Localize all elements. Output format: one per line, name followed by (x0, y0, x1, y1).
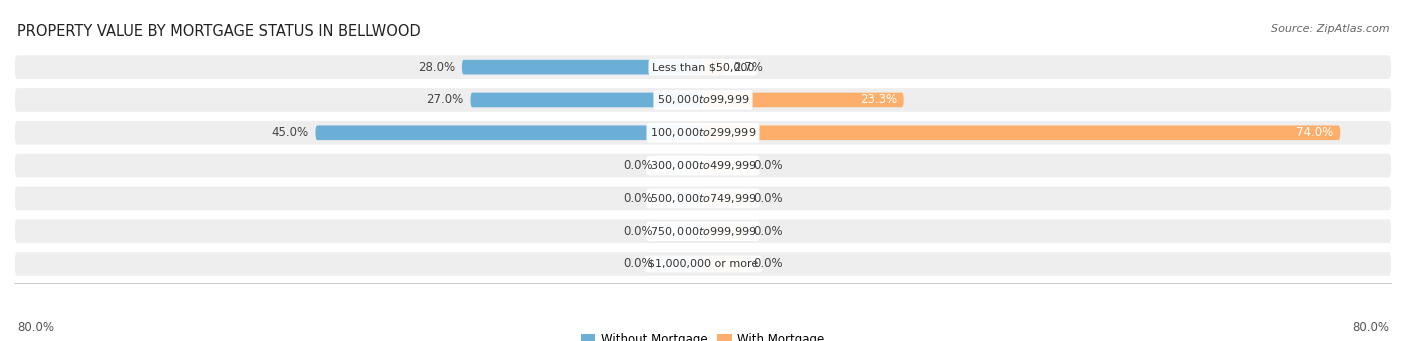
Text: 0.0%: 0.0% (623, 159, 652, 172)
Text: $50,000 to $99,999: $50,000 to $99,999 (657, 93, 749, 106)
Text: PROPERTY VALUE BY MORTGAGE STATUS IN BELLWOOD: PROPERTY VALUE BY MORTGAGE STATUS IN BEL… (17, 24, 420, 39)
FancyBboxPatch shape (703, 191, 747, 206)
FancyBboxPatch shape (15, 252, 1391, 276)
Text: 0.0%: 0.0% (754, 159, 783, 172)
FancyBboxPatch shape (703, 125, 1340, 140)
Text: 0.0%: 0.0% (754, 192, 783, 205)
Text: $750,000 to $999,999: $750,000 to $999,999 (650, 225, 756, 238)
FancyBboxPatch shape (659, 158, 703, 173)
FancyBboxPatch shape (659, 257, 703, 271)
FancyBboxPatch shape (15, 88, 1391, 112)
Text: 0.0%: 0.0% (754, 257, 783, 270)
Text: $1,000,000 or more: $1,000,000 or more (648, 259, 758, 269)
FancyBboxPatch shape (461, 60, 703, 74)
Text: 28.0%: 28.0% (418, 61, 456, 74)
Text: 0.0%: 0.0% (754, 225, 783, 238)
Text: 45.0%: 45.0% (271, 126, 308, 139)
FancyBboxPatch shape (703, 224, 747, 238)
Text: 0.0%: 0.0% (623, 257, 652, 270)
Text: Less than $50,000: Less than $50,000 (652, 62, 754, 72)
Text: 0.0%: 0.0% (623, 192, 652, 205)
FancyBboxPatch shape (15, 121, 1391, 145)
FancyBboxPatch shape (15, 219, 1391, 243)
Text: $300,000 to $499,999: $300,000 to $499,999 (650, 159, 756, 172)
FancyBboxPatch shape (15, 55, 1391, 79)
Text: 23.3%: 23.3% (859, 93, 897, 106)
FancyBboxPatch shape (703, 257, 747, 271)
Text: 80.0%: 80.0% (17, 321, 53, 333)
Text: 2.7%: 2.7% (733, 61, 763, 74)
Text: 80.0%: 80.0% (1353, 321, 1389, 333)
Text: $100,000 to $299,999: $100,000 to $299,999 (650, 126, 756, 139)
FancyBboxPatch shape (703, 93, 904, 107)
Text: $500,000 to $749,999: $500,000 to $749,999 (650, 192, 756, 205)
Text: Source: ZipAtlas.com: Source: ZipAtlas.com (1271, 24, 1389, 34)
FancyBboxPatch shape (659, 224, 703, 238)
FancyBboxPatch shape (15, 154, 1391, 177)
FancyBboxPatch shape (315, 125, 703, 140)
Text: 74.0%: 74.0% (1296, 126, 1333, 139)
Text: 27.0%: 27.0% (426, 93, 464, 106)
FancyBboxPatch shape (471, 93, 703, 107)
FancyBboxPatch shape (703, 60, 727, 74)
FancyBboxPatch shape (15, 187, 1391, 210)
Legend: Without Mortgage, With Mortgage: Without Mortgage, With Mortgage (576, 329, 830, 341)
FancyBboxPatch shape (703, 158, 747, 173)
Text: 0.0%: 0.0% (623, 225, 652, 238)
FancyBboxPatch shape (659, 191, 703, 206)
